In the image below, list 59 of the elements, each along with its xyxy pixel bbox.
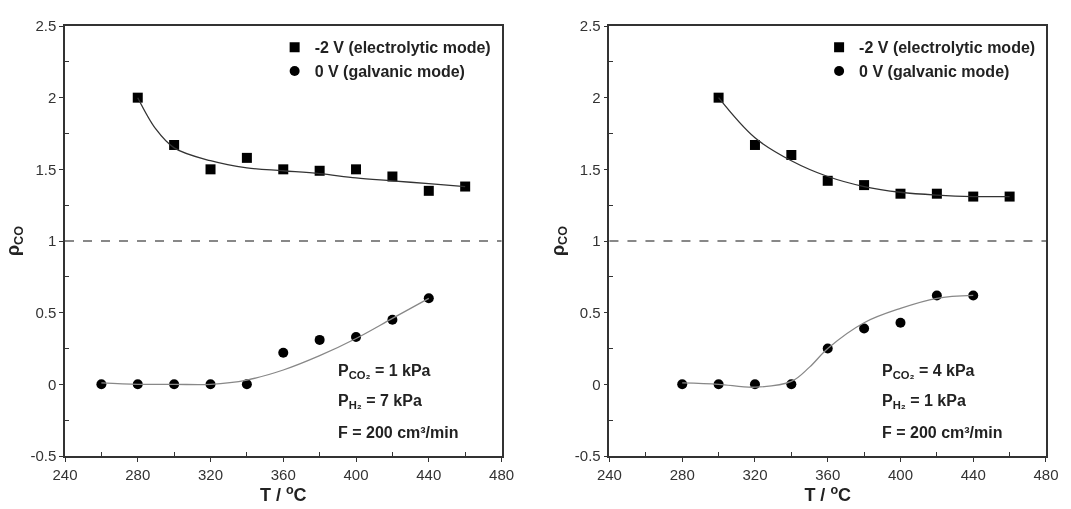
y-tick-label: 0.5 [579, 303, 601, 321]
x-tick-label: 400 [887, 465, 913, 483]
y-tick-label: 1.5 [35, 160, 57, 178]
point [786, 150, 797, 160]
y-tick-label: 1 [592, 232, 601, 250]
point [314, 334, 325, 345]
point [822, 175, 833, 186]
annotation: P$_{H₂}$ = 7 kPa [338, 392, 422, 412]
legend-label: 0 V (galvanic mode) [314, 63, 465, 81]
y-tick-label: 0 [47, 375, 57, 393]
x-tick-label: 400 [343, 465, 369, 483]
legend-label: -2 V (electrolytic mode) [314, 39, 491, 57]
y-tick-label: 0.5 [35, 303, 57, 321]
point [460, 181, 471, 192]
y-tick-label: 1.5 [579, 160, 601, 178]
annotation: F = 200 cm³/min [882, 424, 1003, 441]
x-tick-label: 280 [669, 465, 695, 483]
x-tick-label: 440 [960, 465, 986, 483]
x-tick-label: 360 [270, 465, 296, 483]
point [895, 317, 906, 328]
x-tick-label: 480 [489, 465, 515, 483]
y-tick-label: 2 [592, 88, 601, 106]
x-axis-title: T / $^{o}$C [804, 482, 852, 506]
x-tick-label: 480 [1033, 465, 1059, 483]
point [968, 290, 979, 301]
y-tick-label: 1 [47, 232, 57, 250]
y-tick-label: -0.5 [574, 447, 601, 465]
legend-label: 0 V (galvanic mode) [859, 63, 1010, 81]
point [713, 92, 724, 103]
annotation: P$_{CO₂}$ = 4 kPa [882, 362, 975, 382]
y-tick-label: 2 [47, 88, 57, 106]
x-tick-label: 320 [198, 465, 224, 483]
annotation: F = 200 cm³/min [338, 424, 459, 441]
point [423, 293, 434, 304]
point [205, 164, 216, 175]
x-tick-label: 240 [52, 465, 78, 483]
annotation: P$_{CO₂}$ = 1 kPa [338, 362, 431, 382]
point [1004, 191, 1015, 202]
legend-label: -2 V (electrolytic mode) [859, 39, 1036, 57]
x-tick-label: 360 [815, 465, 841, 483]
x-axis-title: T / $^{o}$C [259, 482, 307, 506]
point [241, 152, 252, 163]
x-tick-label: 440 [416, 465, 442, 483]
point [859, 323, 870, 334]
x-tick-label: 240 [596, 465, 622, 483]
point [241, 379, 252, 390]
x-tick-label: 280 [125, 465, 151, 483]
y-tick-label: 2.5 [35, 17, 57, 35]
x-tick-label: 320 [742, 465, 768, 483]
point [132, 92, 143, 103]
point [423, 185, 434, 196]
point [968, 191, 979, 202]
point [278, 347, 289, 358]
y-tick-label: -0.5 [30, 447, 57, 465]
y-tick-label: 0 [592, 375, 601, 393]
y-tick-label: 2.5 [579, 17, 601, 35]
annotation: P$_{H₂}$ = 1 kPa [882, 392, 966, 412]
point [351, 164, 362, 175]
point [749, 139, 760, 150]
